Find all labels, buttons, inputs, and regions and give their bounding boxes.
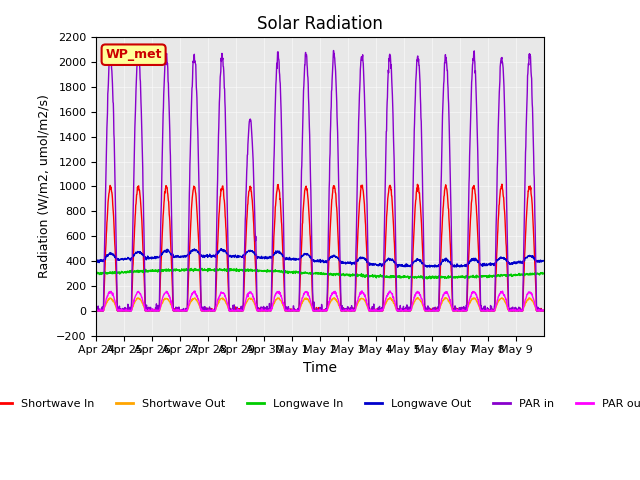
PAR in xyxy=(491,302,499,308)
PAR in xyxy=(93,306,100,312)
Line: Longwave Out: Longwave Out xyxy=(97,249,543,267)
Longwave In xyxy=(93,270,100,276)
Shortwave In xyxy=(425,306,433,312)
Longwave Out xyxy=(540,258,547,264)
Y-axis label: Radiation (W/m2, umol/m2/s): Radiation (W/m2, umol/m2/s) xyxy=(38,95,51,278)
PAR in xyxy=(425,305,433,311)
PAR out xyxy=(540,307,547,313)
Shortwave Out xyxy=(163,296,170,301)
Longwave Out xyxy=(300,252,307,258)
Shortwave Out xyxy=(93,308,100,313)
Shortwave In xyxy=(163,184,170,190)
Shortwave In xyxy=(498,181,506,187)
Longwave Out xyxy=(93,258,100,264)
Longwave Out xyxy=(163,248,170,254)
Shortwave Out xyxy=(308,305,316,311)
Shortwave In xyxy=(93,308,100,313)
Shortwave Out xyxy=(491,308,499,313)
PAR in xyxy=(93,308,100,313)
Shortwave Out xyxy=(93,308,100,313)
PAR out xyxy=(386,288,394,294)
Text: WP_met: WP_met xyxy=(106,48,162,61)
Longwave Out xyxy=(425,263,433,269)
Line: Shortwave In: Shortwave In xyxy=(97,184,543,311)
PAR out xyxy=(163,288,170,294)
Longwave Out xyxy=(308,257,316,263)
PAR in xyxy=(308,234,316,240)
Longwave Out xyxy=(491,262,499,267)
Shortwave Out xyxy=(386,295,394,300)
PAR in xyxy=(330,48,337,53)
Shortwave Out xyxy=(425,308,433,313)
PAR out xyxy=(491,308,499,313)
Shortwave In xyxy=(300,207,307,213)
PAR in xyxy=(540,308,547,313)
Shortwave Out xyxy=(540,307,547,313)
Longwave In xyxy=(198,265,205,271)
Longwave In xyxy=(425,274,433,280)
Longwave In xyxy=(534,272,542,277)
Line: Longwave In: Longwave In xyxy=(97,268,543,279)
Longwave In xyxy=(540,270,547,276)
Line: PAR in: PAR in xyxy=(97,50,543,311)
Longwave In xyxy=(420,276,428,282)
Longwave In xyxy=(300,270,307,276)
Shortwave In xyxy=(534,307,542,313)
Shortwave In xyxy=(490,308,498,313)
Longwave Out xyxy=(217,246,225,252)
Shortwave In xyxy=(308,270,316,276)
Longwave Out xyxy=(394,264,401,270)
Longwave In xyxy=(308,270,316,276)
Shortwave Out xyxy=(300,298,307,304)
Title: Solar Radiation: Solar Radiation xyxy=(257,15,383,33)
PAR in xyxy=(300,101,307,107)
PAR out xyxy=(300,292,307,298)
Line: Shortwave Out: Shortwave Out xyxy=(97,298,543,311)
Line: PAR out: PAR out xyxy=(97,291,543,311)
Longwave Out xyxy=(534,259,542,265)
PAR in xyxy=(163,51,170,57)
Shortwave In xyxy=(93,307,100,313)
Longwave In xyxy=(163,266,170,272)
Legend: Shortwave In, Shortwave Out, Longwave In, Longwave Out, PAR in, PAR out: Shortwave In, Shortwave Out, Longwave In… xyxy=(0,395,640,414)
Shortwave Out xyxy=(534,308,542,313)
Shortwave In xyxy=(540,308,547,313)
PAR out xyxy=(425,308,433,313)
PAR out xyxy=(534,307,542,313)
PAR out xyxy=(93,308,100,313)
X-axis label: Time: Time xyxy=(303,361,337,375)
PAR out xyxy=(93,308,100,313)
PAR in xyxy=(534,308,542,313)
PAR out xyxy=(308,303,316,309)
Longwave In xyxy=(491,273,499,278)
